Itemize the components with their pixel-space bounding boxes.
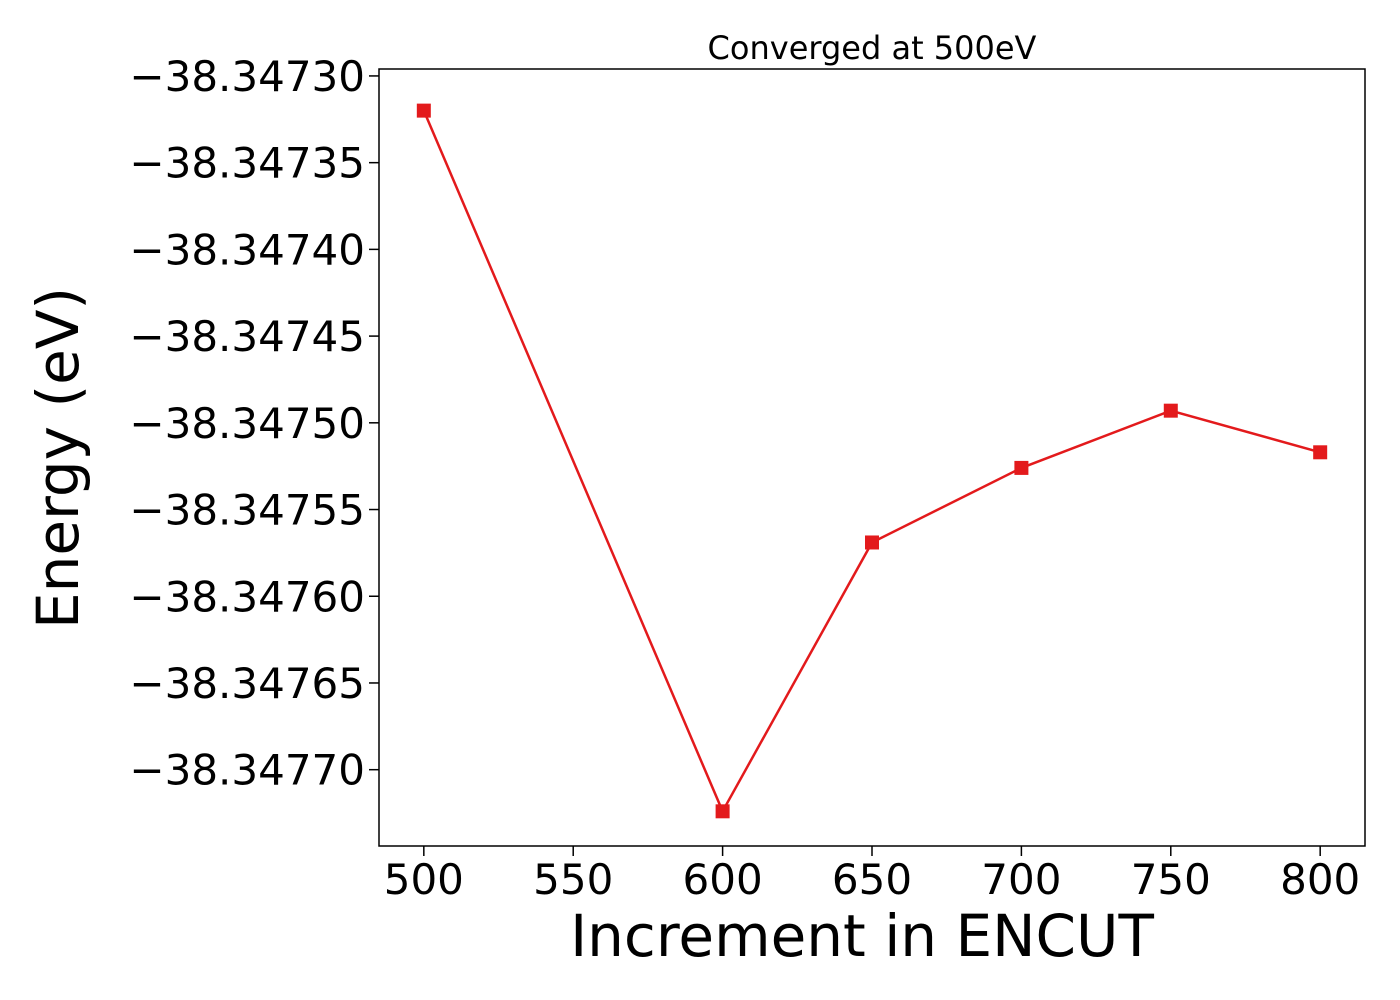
x-tick-label: 550 (533, 855, 613, 904)
y-tick-label: −38.34755 (129, 486, 365, 535)
x-tick-label: 500 (384, 855, 464, 904)
y-tick-label: −38.34760 (129, 572, 365, 621)
y-axis: −38.34730 −38.34735 −38.34740 −38.34745 −38.… (129, 52, 379, 795)
x-tick-label: 700 (981, 855, 1061, 904)
x-tick-label: 650 (832, 855, 912, 904)
plot-area (378, 68, 1366, 847)
y-tick-label: −38.34730 (129, 52, 365, 101)
data-point (1163, 403, 1178, 418)
y-tick-label: −38.34765 (129, 659, 365, 708)
series-layer (416, 103, 1328, 819)
x-tick-label: 600 (683, 855, 763, 904)
chart-title: Converged at 500eV (708, 29, 1037, 67)
data-point (715, 804, 730, 819)
y-tick-label: −38.34740 (129, 225, 365, 274)
y-tick-label: −38.34750 (129, 399, 365, 448)
y-tick-label: −38.34745 (129, 312, 365, 361)
y-axis-title: Energy (eV) (24, 287, 92, 629)
x-tick-label: 800 (1280, 855, 1360, 904)
data-point (865, 535, 879, 550)
y-tick-label: −38.34770 (129, 746, 365, 795)
x-tick-label: 750 (1131, 855, 1211, 904)
x-axis: 500 550 600 650 700 750 800 (384, 846, 1360, 904)
x-axis-title: Increment in ENCUT (570, 902, 1154, 970)
y-tick-label: −38.34735 (129, 139, 365, 188)
data-point (1313, 445, 1328, 460)
data-point (416, 103, 431, 118)
series-line (422, 110, 1321, 815)
data-point (1014, 460, 1029, 475)
